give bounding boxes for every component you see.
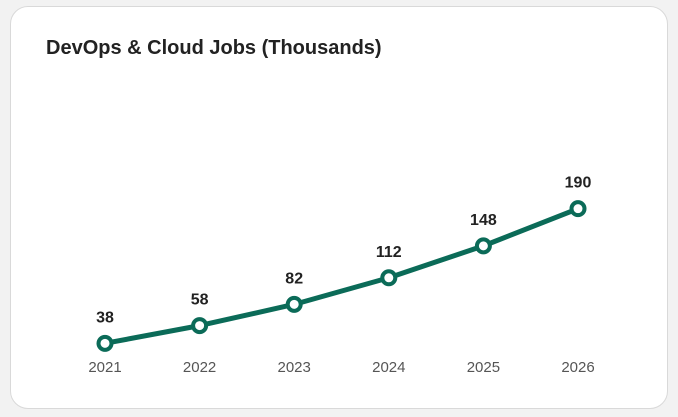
data-point-2026 — [569, 200, 587, 218]
x-tick-label-2025: 2025 — [467, 359, 500, 376]
x-tick-label-2023: 2023 — [278, 359, 311, 376]
data-label-2023: 82 — [285, 270, 303, 287]
x-tick-label-2022: 2022 — [183, 359, 216, 376]
data-label-2022: 58 — [191, 292, 209, 309]
data-label-2026: 190 — [565, 175, 592, 192]
data-point-2024 — [380, 269, 398, 287]
chart-card: DevOps & Cloud Jobs (Thousands) 38 58 82 11… — [10, 6, 668, 409]
chart-title: DevOps & Cloud Jobs (Thousands) — [46, 37, 382, 59]
data-point-layer — [96, 200, 587, 352]
data-point-2022 — [191, 317, 209, 335]
x-tick-label-2024: 2024 — [372, 359, 405, 376]
data-point-2021 — [96, 334, 114, 352]
series-line-layer — [102, 206, 581, 346]
series-line — [102, 206, 581, 346]
data-label-2021: 38 — [96, 309, 114, 326]
data-point-2023 — [285, 295, 303, 313]
x-axis-ticks: 2021 2022 2023 2024 2025 2026 — [88, 359, 594, 376]
x-tick-label-2021: 2021 — [88, 359, 121, 376]
data-point-2025 — [474, 237, 492, 255]
x-tick-label-2026: 2026 — [561, 359, 594, 376]
data-label-2024: 112 — [376, 244, 402, 261]
line-chart: 38 58 82 112 148 190 2021 2022 2023 2024 2025 2026 — [88, 175, 594, 376]
data-label-layer: 38 58 82 112 148 190 — [96, 175, 591, 327]
data-label-2025: 148 — [470, 212, 497, 229]
